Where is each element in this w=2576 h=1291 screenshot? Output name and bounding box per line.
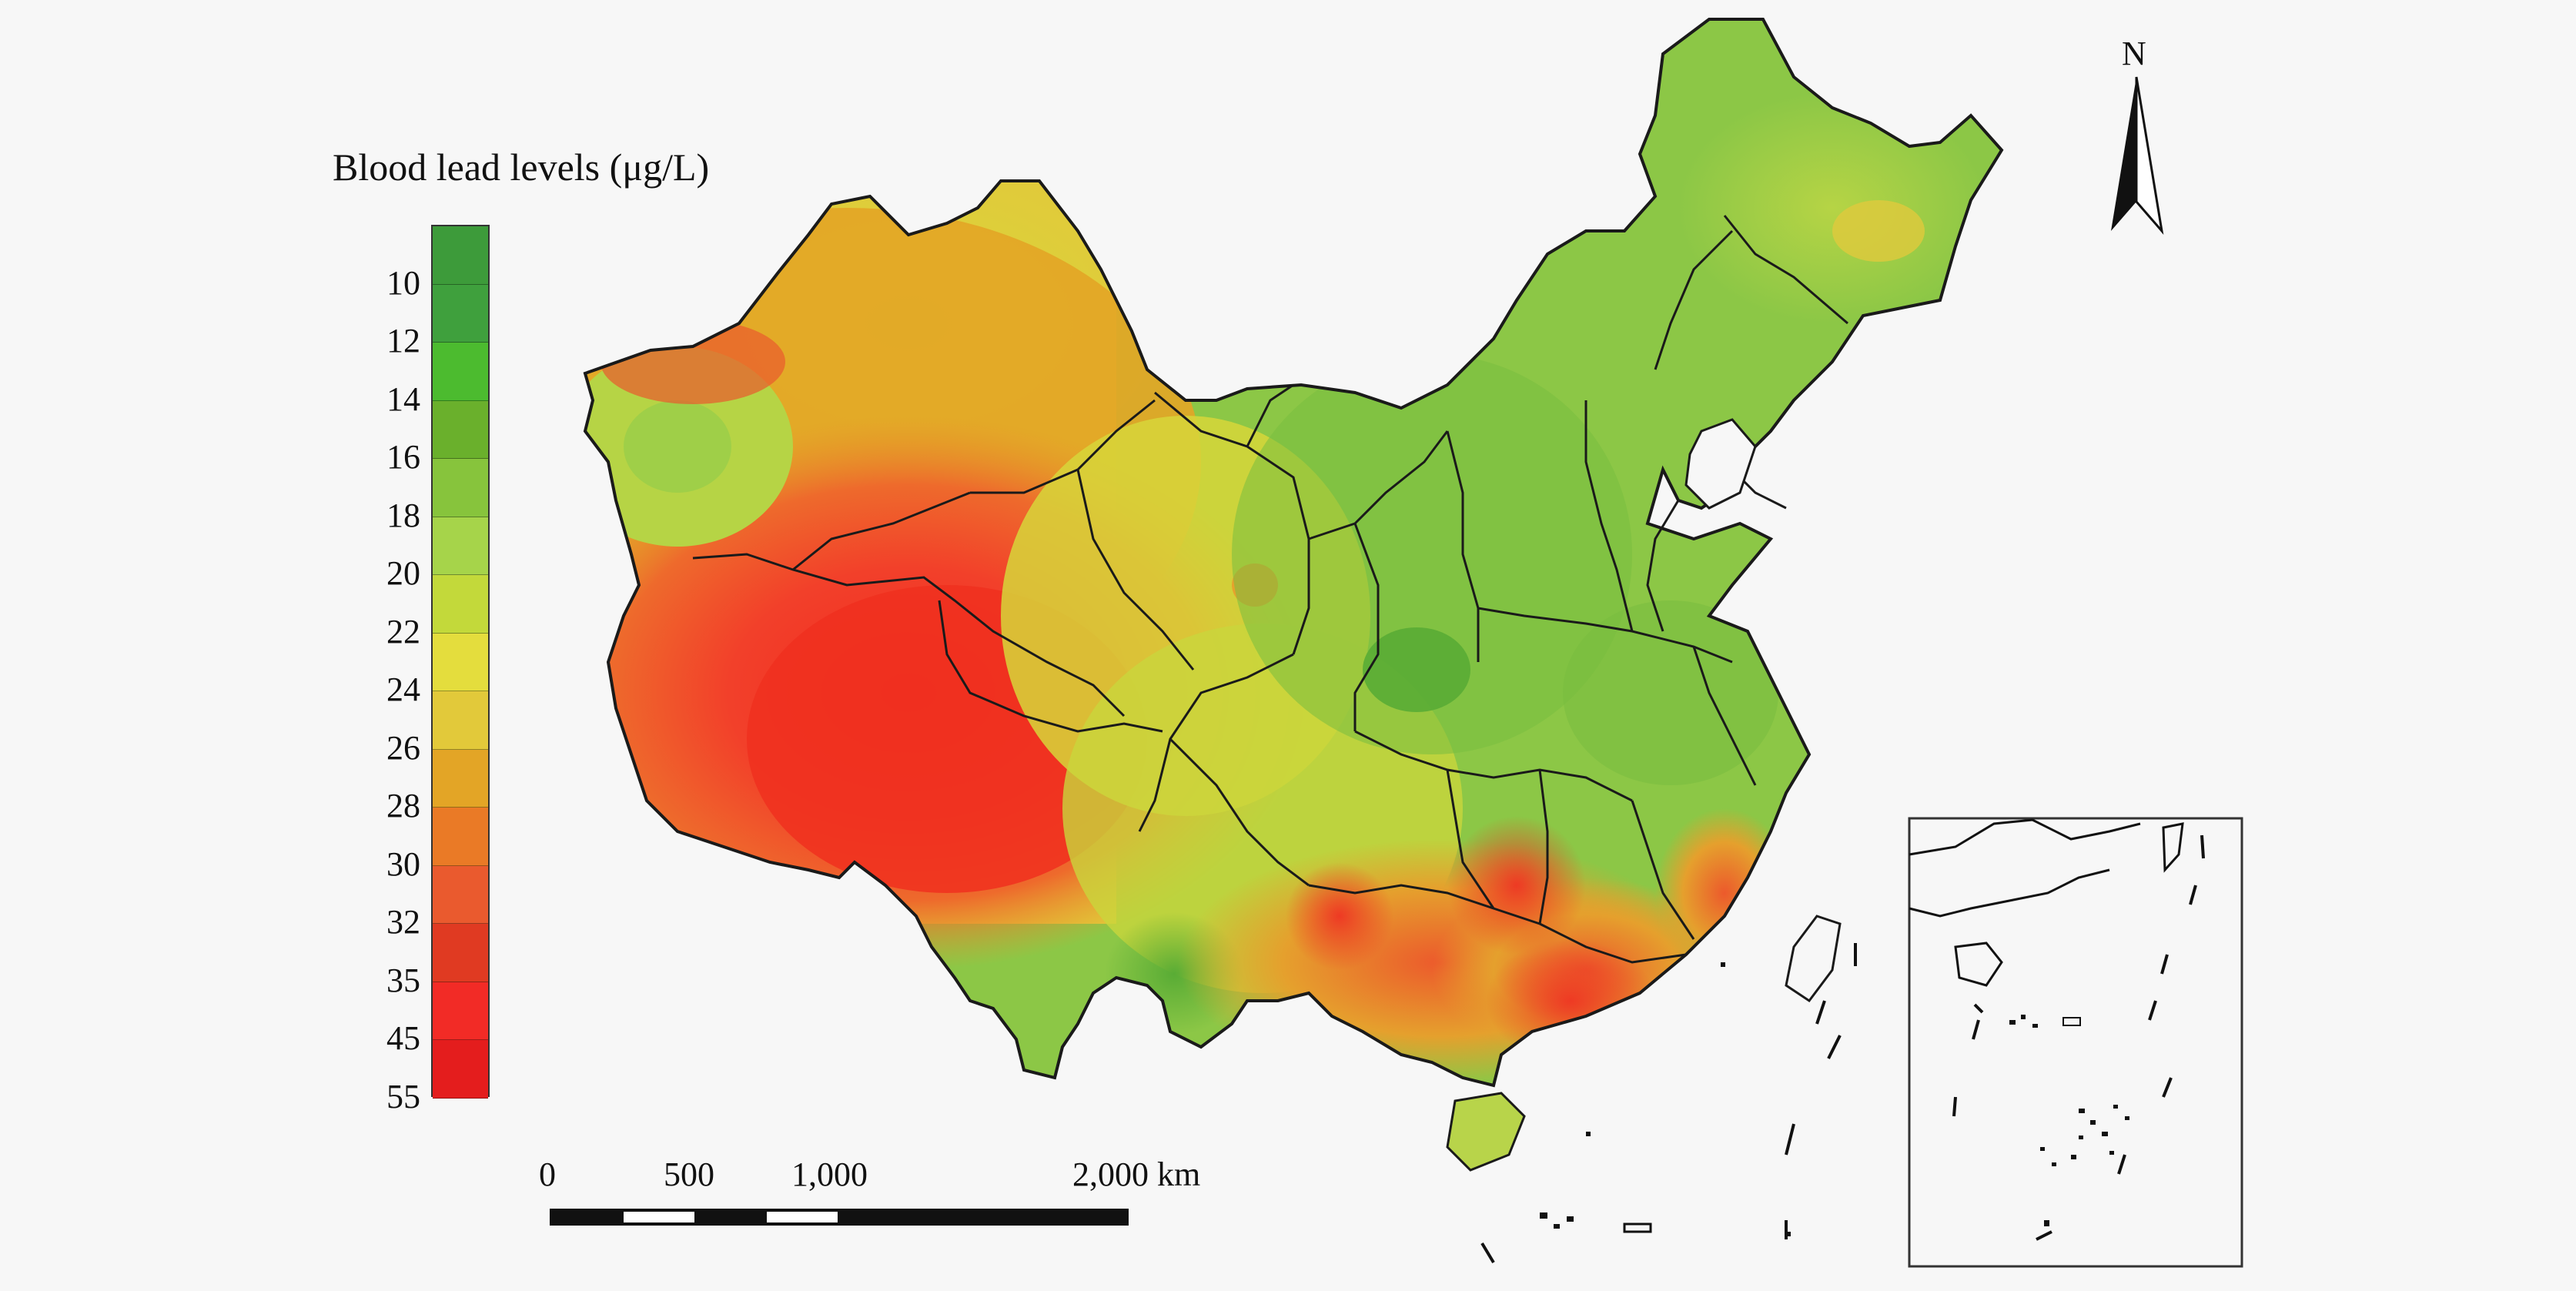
legend-tick-label: 16 — [386, 438, 420, 477]
scale-label-0: 0 — [539, 1156, 556, 1193]
legend-swatch — [433, 982, 488, 1041]
legend-tick-label: 35 — [386, 961, 420, 999]
scale-label-1000: 1,000 — [791, 1156, 868, 1193]
legend-tick-label: 24 — [386, 671, 420, 709]
scale-bar — [550, 1209, 1129, 1226]
legend-swatch — [433, 400, 488, 460]
legend-tick-label: 14 — [386, 380, 420, 418]
legend-title: Blood lead levels (μg/L) — [333, 145, 710, 189]
legend-tick-label: 22 — [386, 612, 420, 651]
legend-swatch — [433, 808, 488, 866]
legend-swatch — [433, 691, 488, 750]
legend-swatch — [433, 459, 488, 517]
legend-tick-label: 45 — [386, 1019, 420, 1058]
legend-swatch — [433, 575, 488, 634]
province-boundaries — [692, 215, 1848, 964]
legend-swatch — [433, 1040, 488, 1099]
legend-tick-label: 20 — [386, 554, 420, 593]
legend-swatch — [433, 924, 488, 982]
legend-tick-label: 55 — [386, 1078, 420, 1115]
legend-tick-label: 26 — [386, 728, 420, 767]
north-label: N — [2122, 35, 2146, 72]
legend-swatch — [433, 633, 488, 692]
legend-tick-label: 28 — [386, 787, 420, 825]
legend-tick-label: 12 — [386, 322, 420, 360]
scale-label-2000: 2,000 km — [1072, 1156, 1201, 1193]
north-arrow-icon — [2111, 76, 2164, 235]
nine-dash-line — [1480, 943, 1857, 1264]
legend-tick-label: 10 — [386, 263, 420, 302]
interpolated-surface — [585, 19, 2002, 1085]
legend-swatch — [433, 517, 488, 576]
scale-label-500: 500 — [664, 1156, 714, 1193]
legend-tick-label: 32 — [386, 903, 420, 941]
legend-swatch — [433, 343, 488, 401]
legend-tick-label: 18 — [386, 496, 420, 534]
legend-swatch — [433, 226, 488, 285]
taiwan-island — [1785, 915, 1842, 1003]
south-sea-islands — [1540, 962, 1791, 1236]
legend-swatch — [433, 749, 488, 808]
legend-swatch — [433, 865, 488, 925]
legend-tick-label: 30 — [386, 845, 420, 883]
bohai-sea — [1684, 418, 1757, 510]
legend-swatch — [433, 284, 488, 343]
hainan-island — [1446, 1092, 1526, 1172]
south-china-sea-inset — [1908, 817, 2243, 1268]
legend-color-bar — [431, 225, 490, 1099]
